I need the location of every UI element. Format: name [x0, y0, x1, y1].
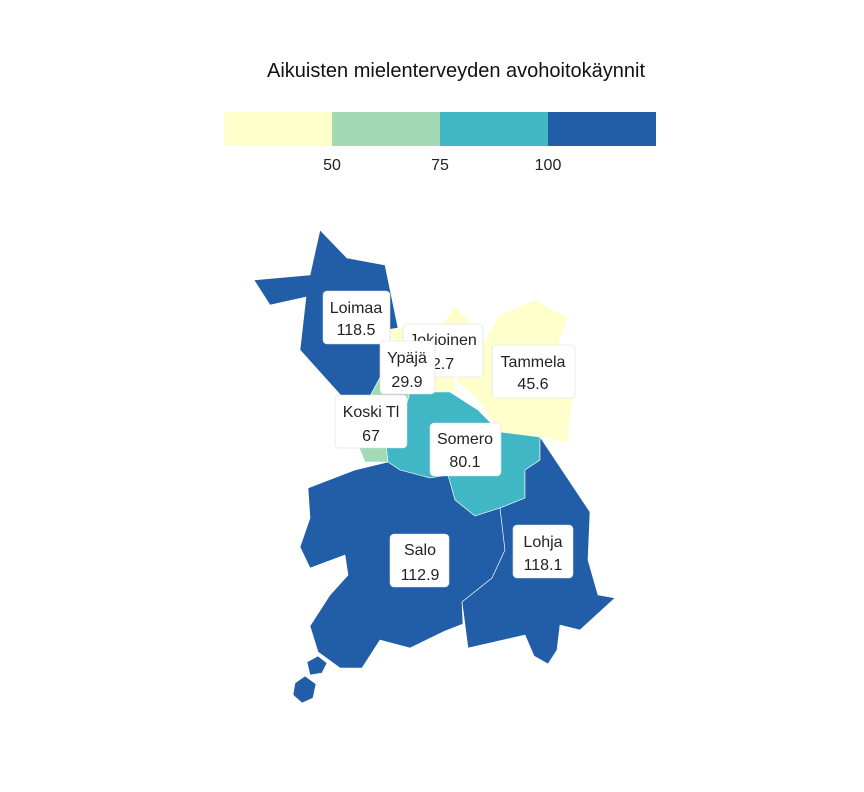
- legend-bin-3: [440, 112, 548, 146]
- legend-bin-4: [548, 112, 656, 146]
- label-name: Ypäjä: [387, 350, 427, 367]
- legend: 50 75 100: [224, 112, 656, 174]
- label-value: 67: [362, 428, 380, 445]
- label-value: 2.7: [432, 356, 454, 373]
- label-name: Tammela: [501, 354, 566, 371]
- label-value: 29.9: [391, 374, 422, 391]
- label-value: 45.6: [517, 376, 548, 393]
- label-value: 112.9: [401, 567, 440, 584]
- label-name: Lohja: [523, 534, 562, 551]
- label-name: Loimaa: [330, 300, 383, 317]
- legend-break-75: 75: [431, 157, 449, 174]
- label-value: 118.1: [524, 557, 563, 574]
- label-lohja: Lohja 118.1: [512, 524, 574, 579]
- label-koski: Koski Tl 67: [334, 394, 408, 449]
- island-2: [292, 675, 317, 704]
- label-somero: Somero 80.1: [429, 422, 502, 477]
- island-1: [306, 655, 328, 676]
- legend-bin-2: [332, 112, 440, 146]
- label-loimaa: Loimaa 118.5: [322, 290, 391, 345]
- legend-bin-1: [224, 112, 332, 146]
- label-value: 80.1: [449, 454, 480, 471]
- region-labels: Loimaa 118.5 Jokioinen 2.7 Tammela 45.6 …: [322, 290, 576, 588]
- label-name: Koski Tl: [343, 404, 400, 421]
- label-salo: Salo 112.9: [389, 533, 450, 588]
- legend-break-100: 100: [535, 157, 562, 174]
- label-name: Somero: [437, 431, 493, 448]
- label-value: 118.5: [337, 322, 376, 339]
- label-name: Salo: [404, 542, 436, 559]
- legend-break-50: 50: [323, 157, 341, 174]
- map-title: Aikuisten mielenterveyden avohoitokäynni…: [267, 60, 645, 82]
- label-tammela: Tammela 45.6: [491, 344, 576, 399]
- label-ypaja: Ypäjä 29.9: [379, 340, 436, 395]
